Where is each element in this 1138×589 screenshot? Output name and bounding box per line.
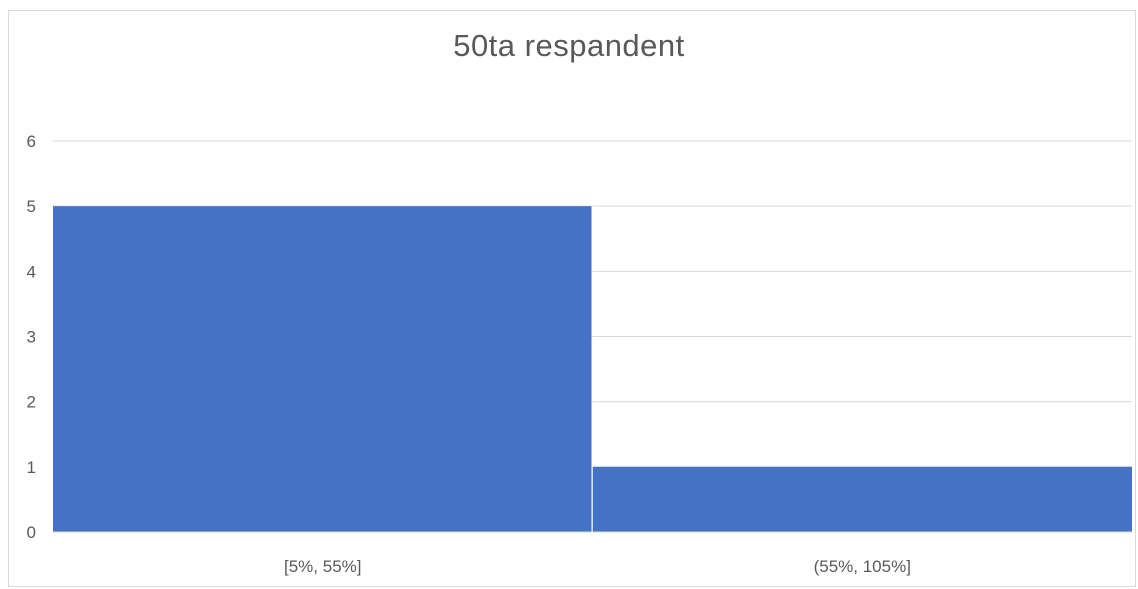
y-tick-label-3: 3 [27,328,36,347]
y-tick-label-1: 1 [27,458,36,477]
x-tick-label-1: (55%, 105%] [814,557,911,576]
chart-title: 50ta respandent [453,28,685,63]
y-tick-label-0: 0 [27,523,36,542]
bar-0 [53,206,592,532]
y-tick-label-2: 2 [27,393,36,412]
y-tick-label-5: 5 [27,197,36,216]
bar-1 [592,466,1132,532]
y-tick-label-4: 4 [27,262,36,281]
x-tick-label-0: [5%, 55%] [284,557,362,576]
y-tick-label-6: 6 [27,132,36,151]
